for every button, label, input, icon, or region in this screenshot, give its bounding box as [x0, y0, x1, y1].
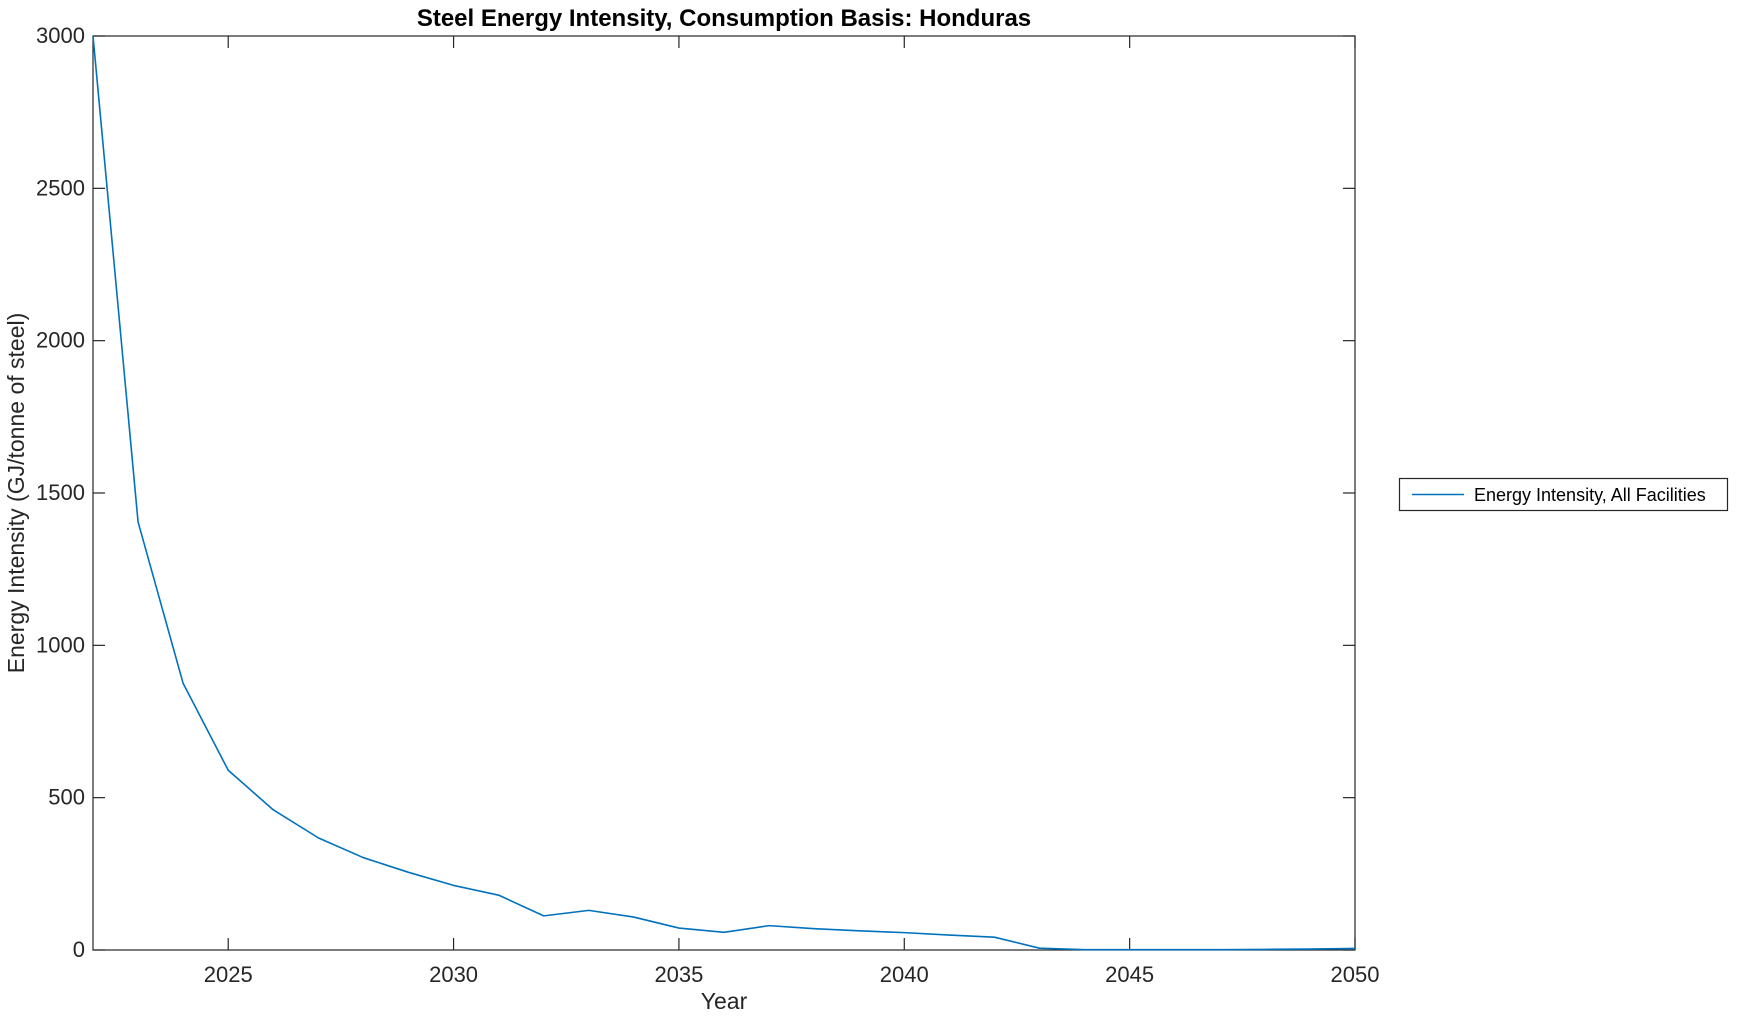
y-tick-label: 3000	[36, 23, 85, 48]
axis-tick-labels: 2025 2030 2035 2040 2045 2050 0 500 1000 1500 2000…	[36, 23, 1379, 987]
y-tick-label: 500	[48, 785, 85, 810]
x-tick-label: 2045	[1105, 962, 1154, 987]
x-tick-label: 2040	[880, 962, 929, 987]
y-tick-label: 2000	[36, 328, 85, 353]
legend: Energy Intensity, All Facilities	[1398, 477, 1729, 512]
plot-area-border	[92, 35, 1356, 951]
axis-ticks	[93, 35, 1356, 951]
series-line-energy-intensity	[92, 35, 1356, 951]
x-tick-label: 2025	[204, 962, 253, 987]
y-tick-label: 1500	[36, 480, 85, 505]
y-tick-label: 1000	[36, 632, 85, 657]
y-tick-label: 0	[73, 937, 85, 962]
legend-entry-label: Energy Intensity, All Facilities	[1474, 485, 1706, 505]
x-tick-label: 2050	[1331, 962, 1380, 987]
y-tick-label: 2500	[36, 175, 85, 200]
x-tick-label: 2035	[654, 962, 703, 987]
chart-title: Steel Energy Intensity, Consumption Basi…	[417, 5, 1031, 32]
x-tick-label: 2030	[429, 962, 478, 987]
y-axis-label: Energy Intensity (GJ/tonne of steel)	[3, 313, 29, 674]
x-axis-label: Year	[701, 988, 748, 1014]
